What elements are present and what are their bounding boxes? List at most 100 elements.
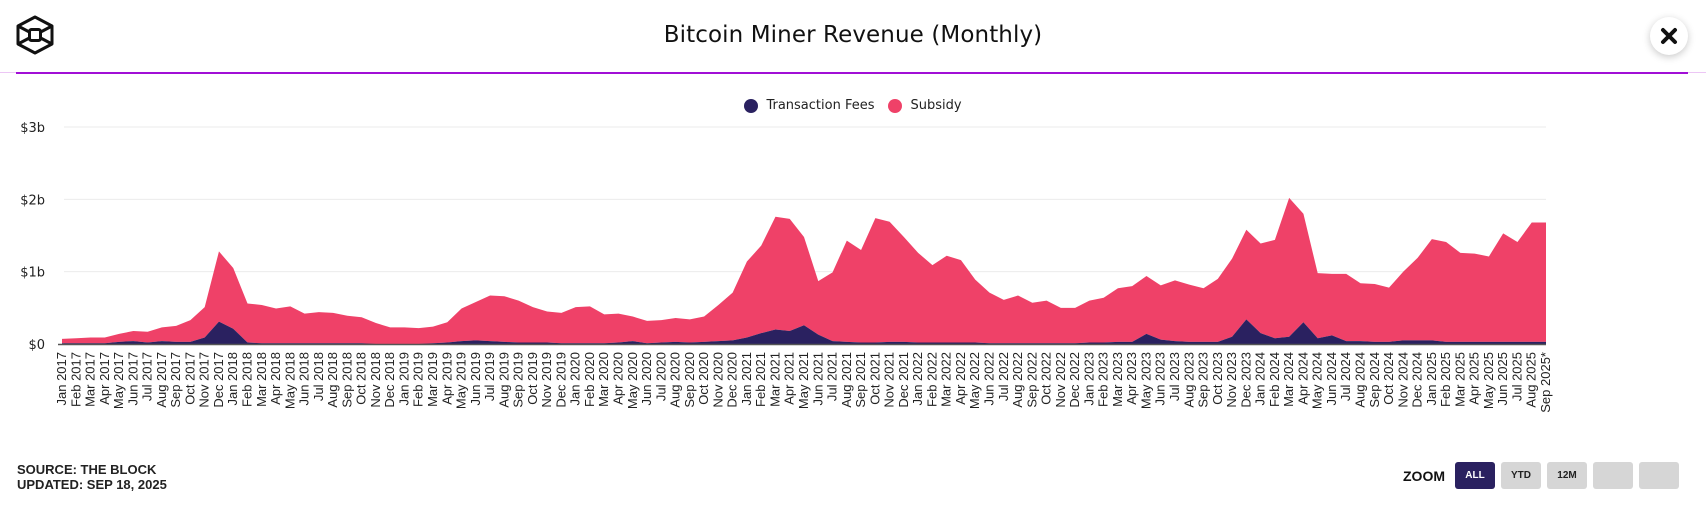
- header-divider: [16, 72, 1688, 74]
- x-tick-label: Jun 2024: [1324, 352, 1339, 406]
- x-tick-label: Aug 2021: [839, 352, 854, 408]
- x-tick-label: Aug 2024: [1353, 352, 1368, 408]
- x-tick-label: Dec 2024: [1410, 352, 1425, 408]
- x-tick-label: Jun 2023: [1153, 352, 1168, 406]
- x-tick-label: Mar 2018: [254, 352, 269, 407]
- x-tick-label: Mar 2023: [1110, 352, 1125, 407]
- x-tick-label: Dec 2022: [1067, 352, 1082, 408]
- x-tick-label: Dec 2018: [382, 352, 397, 408]
- x-tick-label: Nov 2024: [1395, 352, 1410, 408]
- x-tick-label: Feb 2023: [1096, 352, 1111, 407]
- x-tick-label: Feb 2020: [582, 352, 597, 407]
- legend-item-transaction-fees[interactable]: Transaction Fees: [744, 98, 874, 113]
- x-tick-label: Jan 2022: [910, 352, 925, 406]
- x-tick-label: Jun 2025: [1495, 352, 1510, 406]
- x-tick-label: Apr 2017: [97, 352, 112, 405]
- x-tick-label: Sep 2025*: [1538, 352, 1553, 413]
- x-tick-label: Aug 2018: [325, 352, 340, 408]
- plot-areas: [58, 197, 1546, 346]
- y-axis: $0 $1b $2b $3b: [20, 121, 45, 353]
- x-tick-label: Mar 2021: [767, 352, 782, 407]
- x-tick-label: Jun 2022: [982, 352, 997, 406]
- x-tick-label: May 2020: [625, 352, 640, 409]
- x-tick-label: Jan 2023: [1081, 352, 1096, 406]
- x-tick-label: Aug 2022: [1010, 352, 1025, 408]
- x-tick-label: Dec 2021: [896, 352, 911, 408]
- x-tick-label: May 2018: [282, 352, 297, 409]
- x-tick-label: Mar 2022: [939, 352, 954, 407]
- x-tick-label: Jun 2021: [810, 352, 825, 406]
- legend-item-subsidy[interactable]: Subsidy: [888, 98, 962, 113]
- area-chart[interactable]: $0$1b$2b$3b Jan 2017 Feb 2017 Mar 2017 Apr …: [0, 110, 1706, 420]
- y-tick-label: $3b: [20, 121, 45, 136]
- close-x-icon: [1661, 28, 1677, 44]
- close-button[interactable]: [1650, 17, 1688, 55]
- x-tick-label: Aug 2025: [1524, 352, 1539, 408]
- x-tick-label: Nov 2020: [710, 352, 725, 408]
- x-tick-label: Jan 2020: [568, 352, 583, 406]
- x-tick-label: Jun 2018: [297, 352, 312, 406]
- x-tick-label: Dec 2023: [1238, 352, 1253, 408]
- x-tick-label: Sep 2022: [1024, 352, 1039, 408]
- legend-label: Subsidy: [910, 98, 962, 113]
- x-tick-label: Nov 2019: [539, 352, 554, 408]
- x-tick-label: Oct 2018: [354, 352, 369, 405]
- chart-legend: Transaction Fees Subsidy: [0, 98, 1706, 113]
- updated-text: UPDATED: SEP 18, 2025: [17, 477, 167, 492]
- x-tick-label: Oct 2019: [525, 352, 540, 405]
- x-tick-label: Feb 2021: [753, 352, 768, 407]
- x-tick-label: Jul 2019: [482, 352, 497, 401]
- x-tick-label: Nov 2017: [197, 352, 212, 408]
- x-axis: Jan 2017 Feb 2017 Mar 2017 Apr 2017 May 2017…: [54, 352, 1553, 413]
- x-tick-label: Nov 2021: [882, 352, 897, 408]
- x-tick-label: Feb 2025: [1438, 352, 1453, 407]
- area-transaction-fees[interactable]: [62, 319, 1546, 344]
- legend-marker-transaction-fees: [744, 98, 759, 113]
- x-tick-label: Jul 2024: [1338, 352, 1353, 401]
- x-tick-label: Sep 2020: [682, 352, 697, 408]
- x-tick-label: Sep 2024: [1367, 352, 1382, 408]
- x-tick-label: May 2024: [1310, 352, 1325, 409]
- x-tick-label: Dec 2017: [211, 352, 226, 408]
- x-tick-label: Nov 2018: [368, 352, 383, 408]
- x-tick-label: Sep 2019: [511, 352, 526, 408]
- x-tick-label: Feb 2022: [924, 352, 939, 407]
- x-tick-label: Oct 2017: [182, 352, 197, 405]
- x-tick-label: Mar 2025: [1452, 352, 1467, 407]
- legend-marker-subsidy: [888, 98, 903, 113]
- x-tick-label: Jan 2024: [1253, 352, 1268, 406]
- zoom-all-button[interactable]: ALL: [1455, 462, 1495, 489]
- zoom-label: ZOOM: [1403, 467, 1445, 484]
- x-tick-label: Mar 2017: [83, 352, 98, 407]
- zoom-extra-button-2[interactable]: [1639, 462, 1679, 489]
- area-subsidy[interactable]: [62, 197, 1546, 344]
- the-block-logo-icon[interactable]: [14, 14, 56, 56]
- zoom-ytd-button[interactable]: YTD: [1501, 462, 1541, 489]
- x-tick-label: Aug 2020: [668, 352, 683, 408]
- x-tick-label: Jun 2020: [639, 352, 654, 406]
- y-tick-label: $0: [28, 338, 45, 353]
- x-tick-label: Apr 2020: [611, 352, 626, 405]
- x-tick-label: Oct 2024: [1381, 352, 1396, 405]
- x-tick-label: Aug 2017: [154, 352, 169, 408]
- x-tick-label: Apr 2023: [1124, 352, 1139, 405]
- x-tick-label: Dec 2019: [553, 352, 568, 408]
- x-tick-label: Jan 2018: [225, 352, 240, 406]
- x-tick-label: Oct 2020: [696, 352, 711, 405]
- x-tick-label: Oct 2022: [1039, 352, 1054, 405]
- x-tick-label: Sep 2021: [853, 352, 868, 408]
- x-tick-label: Jan 2021: [739, 352, 754, 406]
- x-tick-label: Oct 2021: [867, 352, 882, 405]
- x-tick-label: May 2023: [1138, 352, 1153, 409]
- x-tick-label: Dec 2020: [725, 352, 740, 408]
- x-tick-label: Mar 2019: [425, 352, 440, 407]
- x-tick-label: Jul 2022: [996, 352, 1011, 401]
- zoom-12m-button[interactable]: 12M: [1547, 462, 1587, 489]
- chart-title: Bitcoin Miner Revenue (Monthly): [663, 22, 1043, 48]
- x-tick-label: May 2019: [454, 352, 469, 409]
- source-text: SOURCE: THE BLOCK: [17, 462, 157, 477]
- zoom-extra-button-1[interactable]: [1593, 462, 1633, 489]
- x-tick-label: Jun 2017: [125, 352, 140, 406]
- x-tick-label: Apr 2019: [439, 352, 454, 405]
- x-tick-label: Aug 2019: [496, 352, 511, 408]
